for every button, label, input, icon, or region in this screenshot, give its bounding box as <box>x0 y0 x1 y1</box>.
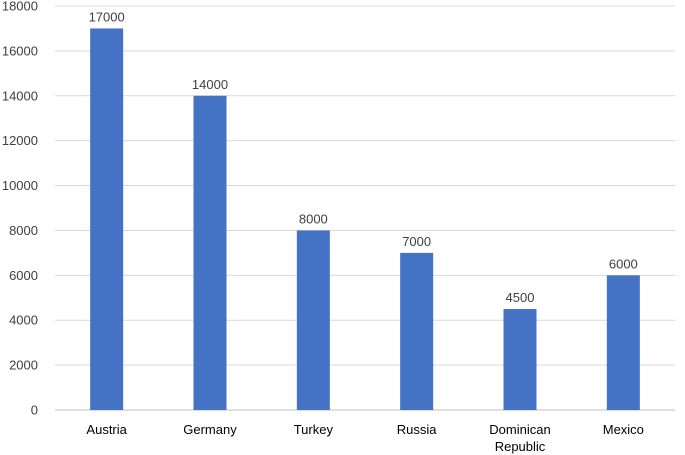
y-tick-label: 2000 <box>9 358 38 373</box>
bar <box>400 252 434 410</box>
y-tick-label: 0 <box>31 403 38 418</box>
x-category-label: Austria <box>86 422 127 437</box>
y-tick-label: 4000 <box>9 313 38 328</box>
data-label: 7000 <box>402 234 431 249</box>
y-tick-label: 12000 <box>2 133 38 148</box>
x-category-label: Russia <box>397 422 438 437</box>
x-category-label: Turkey <box>294 422 334 437</box>
data-label: 4500 <box>506 290 535 305</box>
y-tick-label: 14000 <box>2 88 38 103</box>
x-category-label: Republic <box>495 439 546 454</box>
x-category-label: Dominican <box>489 422 550 437</box>
data-labels: 17000 14000 8000 7000 4500 6000 <box>89 9 638 305</box>
bar <box>296 230 330 410</box>
y-axis-tick-labels: 0 2000 4000 6000 8000 10000 12000 14000 16000 180… <box>2 0 38 418</box>
gridlines <box>55 5 675 411</box>
bar <box>193 95 227 411</box>
data-label: 17000 <box>89 9 125 24</box>
y-tick-label: 8000 <box>9 223 38 238</box>
y-tick-label: 6000 <box>9 268 38 283</box>
y-tick-label: 16000 <box>2 43 38 58</box>
bar <box>90 28 124 410</box>
bars <box>90 28 640 411</box>
x-category-label: Mexico <box>603 422 644 437</box>
y-tick-label: 18000 <box>2 0 38 14</box>
bar <box>606 275 640 410</box>
data-label: 8000 <box>299 211 328 226</box>
x-axis-category-labels: Austria Germany Turkey Russia Dominican Repub… <box>86 422 643 454</box>
data-label: 6000 <box>609 256 638 271</box>
data-label: 14000 <box>192 77 228 92</box>
bar <box>503 309 537 410</box>
y-tick-label: 10000 <box>2 178 38 193</box>
x-category-label: Germany <box>183 422 237 437</box>
